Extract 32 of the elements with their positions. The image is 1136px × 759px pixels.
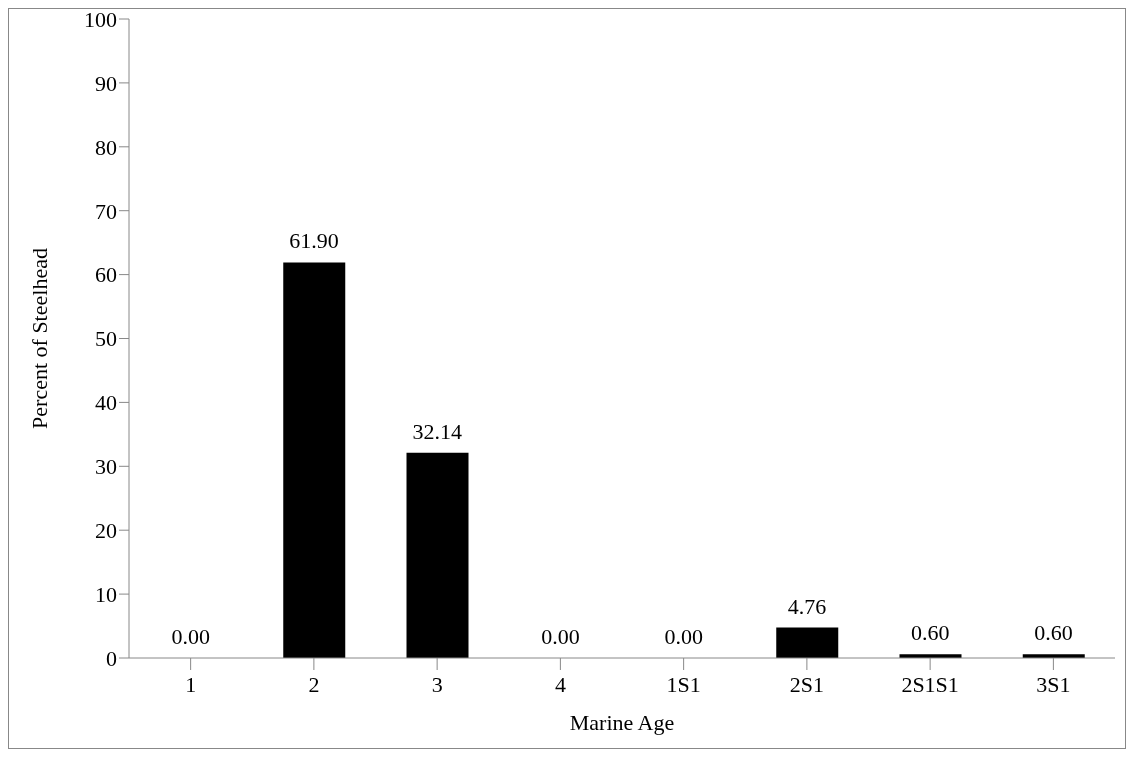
y-tick-label: 20 [95, 518, 117, 544]
data-label: 0.00 [664, 624, 703, 649]
y-tick-label: 40 [95, 390, 117, 416]
y-tick-label: 100 [84, 6, 117, 32]
x-tick-label: 2S1 [789, 671, 824, 697]
y-tick-label: 70 [95, 198, 117, 224]
bar [406, 452, 469, 658]
data-label: 0.60 [1034, 620, 1073, 646]
bar [776, 627, 839, 658]
x-tick-label: 4 [554, 671, 566, 697]
y-tick-label: 10 [95, 581, 117, 607]
data-label: 0.60 [910, 620, 950, 646]
y-tick-label: 0 [106, 645, 117, 671]
y-axis-title: Percent of Steelhead [26, 248, 52, 429]
data-label: 61.90 [289, 228, 339, 254]
x-tick-label: 2 [308, 671, 320, 697]
data-label: 32.14 [412, 418, 462, 444]
y-tick-label: 80 [95, 134, 117, 160]
x-tick-label: 2S1S1 [901, 671, 959, 697]
x-tick-label: 3 [431, 671, 443, 697]
data-label: 4.76 [787, 593, 827, 619]
x-tick-label: 1 [185, 671, 197, 697]
y-tick-label: 50 [95, 326, 117, 352]
y-tick-label: 30 [95, 454, 117, 480]
data-label: 0.00 [541, 624, 580, 649]
data-label: 0.00 [171, 624, 210, 649]
x-axis-title: Marine Age [569, 710, 675, 735]
y-tick-label: 60 [95, 262, 117, 288]
x-tick-label: 3S1 [1036, 671, 1071, 697]
x-tick-label: 1S1 [666, 671, 701, 697]
bar [283, 262, 346, 658]
y-tick-label: 90 [95, 70, 117, 96]
